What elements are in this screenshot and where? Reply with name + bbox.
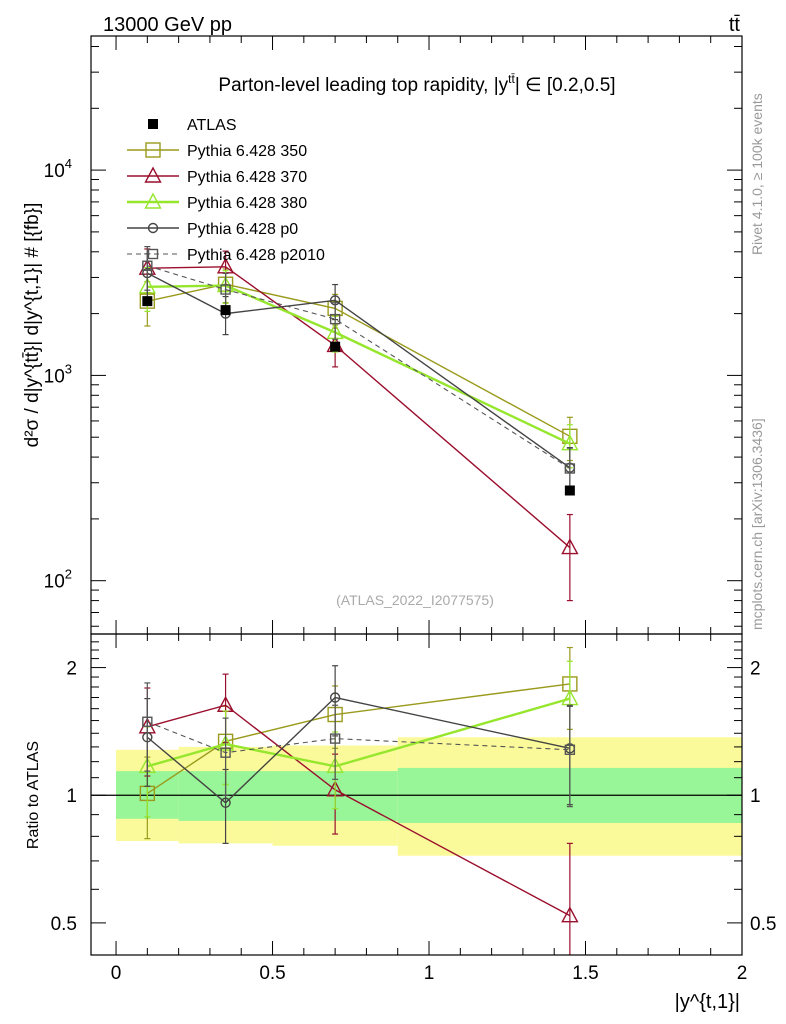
legend-label-2: Pythia 6.428 350 (187, 143, 307, 160)
mcplots-label: mcplots.cern.ch [arXiv:1306.3436] (749, 418, 765, 630)
series-4-ratio-point (329, 692, 341, 703)
energy-label: 13000 GeV pp (103, 14, 232, 36)
main-axis-ticks: 102 103 104 (44, 36, 743, 634)
title-prefix: Parton-level leading top rapidity, |y (218, 75, 508, 96)
x-tick-label: 0.5 (259, 963, 285, 984)
series-5-ratio-point (220, 747, 231, 758)
legend-marker-1 (148, 119, 158, 129)
legend: ATLAS Pythia 6.428 350 Pythia 6.428 370 Pyt… (127, 117, 325, 264)
legend-marker-3 (144, 166, 162, 183)
series-4-line (147, 272, 571, 469)
x-tick-label: 2 (737, 963, 748, 984)
y-tick-label: 104 (44, 156, 72, 182)
ratio-tick-label-left: 2 (66, 659, 77, 680)
y-tick-label: 103 (44, 361, 72, 387)
series-3-ratio-line (147, 697, 571, 768)
ratio-panel: 0.5 0.5 1 1 2 2 0 0.5 1 1.5 2 (51, 633, 776, 984)
series-3-line (147, 284, 571, 445)
legend-marker-6 (147, 248, 159, 260)
series-5-ratio-point (564, 744, 576, 755)
legend-label-1: ATLAS (187, 117, 237, 134)
ratio-axis-ticks: 0.5 0.5 1 1 2 2 0 0.5 1 1.5 2 (51, 634, 776, 984)
ratio-tick-label-right: 0.5 (750, 914, 776, 935)
series-2-line (147, 266, 571, 549)
legend-marker-4 (144, 192, 162, 209)
series-5-point (329, 313, 341, 325)
x-axis-label: |y^{t,1}| (675, 991, 740, 1013)
series-5-ratio-point (142, 716, 153, 727)
legend-label-5: Pythia 6.428 p0 (187, 221, 298, 238)
series-2-point (561, 538, 579, 555)
y-axis-label: d²σ / d|y^{tt̄}| d|y^{t,1}| # [{fb}] (22, 203, 43, 448)
process-label: tt̄ (729, 14, 741, 36)
legend-label-4: Pythia 6.428 380 (187, 195, 307, 212)
legend-label-6: Pythia 6.428 p2010 (187, 247, 325, 264)
legend-label-3: Pythia 6.428 370 (187, 169, 307, 186)
series-5-point (220, 284, 231, 295)
main-series-layer (138, 246, 579, 602)
atlas-data-point (330, 341, 341, 352)
ratio-uncertainty-bands (116, 737, 742, 856)
rivet-version-label: Rivet 4.1.0, ≥ 100k events (749, 93, 765, 255)
x-tick-label: 1.5 (572, 963, 598, 984)
plot-title: Parton-level leading top rapidity, |ytt̄… (218, 72, 615, 96)
atlas-data-point (564, 485, 575, 496)
series-2-ratio-line (147, 704, 571, 917)
x-tick-label: 1 (424, 963, 435, 984)
legend-marker-5 (147, 222, 159, 234)
series-5-point (564, 463, 576, 474)
y-tick-label: 102 (44, 567, 72, 593)
title-suffix: | ∈ [0.2,0.5] (515, 75, 616, 96)
main-panel: 102 103 104 (44, 35, 743, 635)
legend-marker-2 (145, 142, 161, 158)
series-5-ratio-point (329, 733, 341, 744)
series-5-ratio-line (147, 721, 570, 754)
series-4-ratio-point (220, 797, 231, 808)
title-superscript: tt̄ (508, 72, 515, 86)
series-5-line (147, 265, 571, 469)
series-3-ratio-point (561, 689, 579, 706)
x-tick-label: 0 (111, 963, 122, 984)
series-5-point (142, 260, 153, 271)
ratio-tick-label-left: 0.5 (51, 914, 77, 935)
atlas-data-point (220, 305, 231, 316)
analysis-id-label: (ATLAS_2022_I2077575) (336, 592, 494, 608)
ratio-tick-label-right: 2 (750, 659, 761, 680)
series-4-ratio-line (146, 696, 571, 804)
ratio-tick-label-right: 1 (750, 786, 761, 807)
ratio-tick-label-left: 1 (66, 786, 77, 807)
atlas-data-point (142, 296, 153, 307)
ratio-series-layer (138, 646, 579, 955)
ratio-panel-frame (90, 633, 743, 956)
series-1-ratio-line (146, 683, 570, 794)
series-2-ratio-point (561, 906, 579, 923)
ratio-y-axis-label: Ratio to ATLAS (25, 741, 42, 849)
